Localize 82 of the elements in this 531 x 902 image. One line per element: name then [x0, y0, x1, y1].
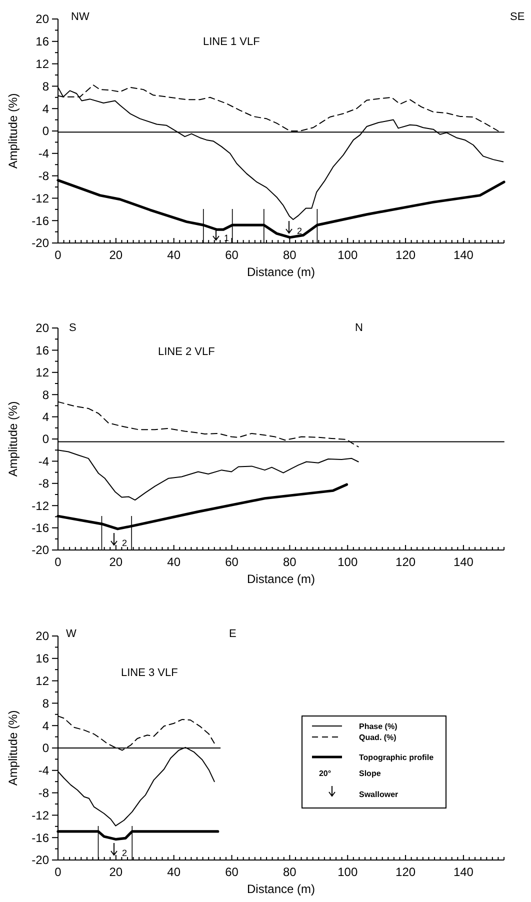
y-tick-label: 12: [36, 57, 50, 71]
y-tick-label: -20: [32, 236, 50, 250]
x-tick-label: 140: [453, 248, 474, 262]
annotation: S: [69, 322, 76, 334]
annotation: Slope: [359, 768, 382, 778]
y-tick-label: 0: [42, 124, 50, 138]
x-tick-label: 80: [283, 865, 297, 879]
x-tick-label: 60: [225, 555, 239, 569]
y-tick-label: -12: [32, 191, 50, 206]
y-tick-label: -8: [38, 786, 50, 800]
annotation: NW: [71, 11, 90, 23]
text: LINE 1 VLF: [203, 36, 260, 48]
y-tick-label: -12: [32, 808, 50, 822]
annotation: 2: [122, 848, 128, 858]
x-tick-label: 40: [167, 248, 181, 262]
y-tick-label: 8: [42, 388, 50, 402]
y-tick-label: 20: [36, 12, 50, 26]
annotation: 2: [122, 538, 128, 548]
annotation: 20°: [318, 768, 332, 778]
text: LINE 2 VLF: [158, 346, 216, 358]
y-tick-label: -20: [32, 543, 50, 558]
y-tick-label: 20: [36, 629, 50, 644]
y-tick-label: -4: [38, 146, 50, 161]
y-tick-label: 0: [42, 741, 50, 756]
y-tick-label: -16: [32, 521, 50, 535]
legend-label: Quad. (%): [359, 732, 397, 742]
legend-label: Topographic profile: [359, 752, 434, 762]
x-tick-label: 140: [453, 555, 474, 569]
y-tick-label: 4: [42, 410, 50, 424]
x-tick-label: 100: [338, 248, 358, 262]
y-tick-label: 8: [42, 696, 50, 710]
x-tick-label: 120: [396, 555, 416, 569]
y-tick-label: -20: [32, 853, 50, 868]
y-axis-title: Amplitude (%): [6, 710, 20, 786]
x-tick-label: 0: [54, 865, 62, 879]
text: LINE 3 VLF: [121, 667, 178, 679]
x-tick-label: 100: [338, 865, 358, 879]
legend-label: Phase (%): [359, 722, 398, 731]
annotation: W: [66, 628, 77, 640]
x-tick-label: 120: [396, 865, 416, 879]
x-tick-label: 80: [283, 248, 297, 262]
x-tick-label: 60: [225, 248, 239, 262]
x-tick-label: 40: [167, 555, 181, 569]
x-axis-title: Distance (m): [246, 572, 316, 586]
annotation: N: [355, 322, 363, 334]
y-tick-label: -16: [32, 214, 50, 228]
x-tick-label: 0: [54, 555, 62, 569]
x-tick-label: 80: [283, 555, 297, 569]
y-tick-label: -16: [32, 830, 50, 845]
x-axis-title: Distance (m): [246, 265, 316, 279]
y-tick-label: 8: [42, 79, 50, 94]
y-tick-label: -4: [38, 454, 50, 468]
text: SE: [510, 11, 525, 23]
annotation: 2: [297, 226, 302, 236]
y-tick-label: 4: [42, 718, 50, 733]
y-tick-label: 16: [36, 652, 50, 666]
y-tick-label: -12: [32, 498, 50, 513]
y-tick-label: 12: [36, 366, 50, 380]
y-tick-label: 12: [36, 674, 50, 688]
y-tick-label: 16: [36, 34, 50, 49]
annotation: 1: [224, 233, 230, 243]
y-tick-label: 0: [42, 432, 50, 446]
x-tick-label: 0: [54, 248, 62, 262]
x-tick-label: 20: [109, 555, 123, 569]
annotation: Swallower: [359, 790, 398, 799]
y-tick-label: -8: [38, 169, 50, 183]
y-tick-label: -8: [38, 476, 50, 491]
x-tick-label: 120: [396, 248, 416, 262]
y-tick-label: 20: [36, 321, 50, 336]
x-tick-label: 140: [453, 865, 474, 879]
annotation: E: [229, 628, 236, 640]
y-axis-title: Amplitude (%): [6, 93, 20, 169]
x-tick-label: 20: [109, 865, 123, 879]
y-tick-label: 4: [42, 102, 50, 116]
x-tick-label: 100: [338, 555, 358, 569]
x-tick-label: 20: [109, 248, 123, 262]
x-tick-label: 40: [167, 865, 181, 879]
x-tick-label: 60: [225, 865, 239, 879]
x-axis-title: Distance (m): [246, 882, 316, 896]
y-tick-label: -4: [38, 764, 50, 778]
y-axis-title: Amplitude (%): [6, 401, 20, 477]
y-tick-label: 16: [36, 343, 50, 358]
